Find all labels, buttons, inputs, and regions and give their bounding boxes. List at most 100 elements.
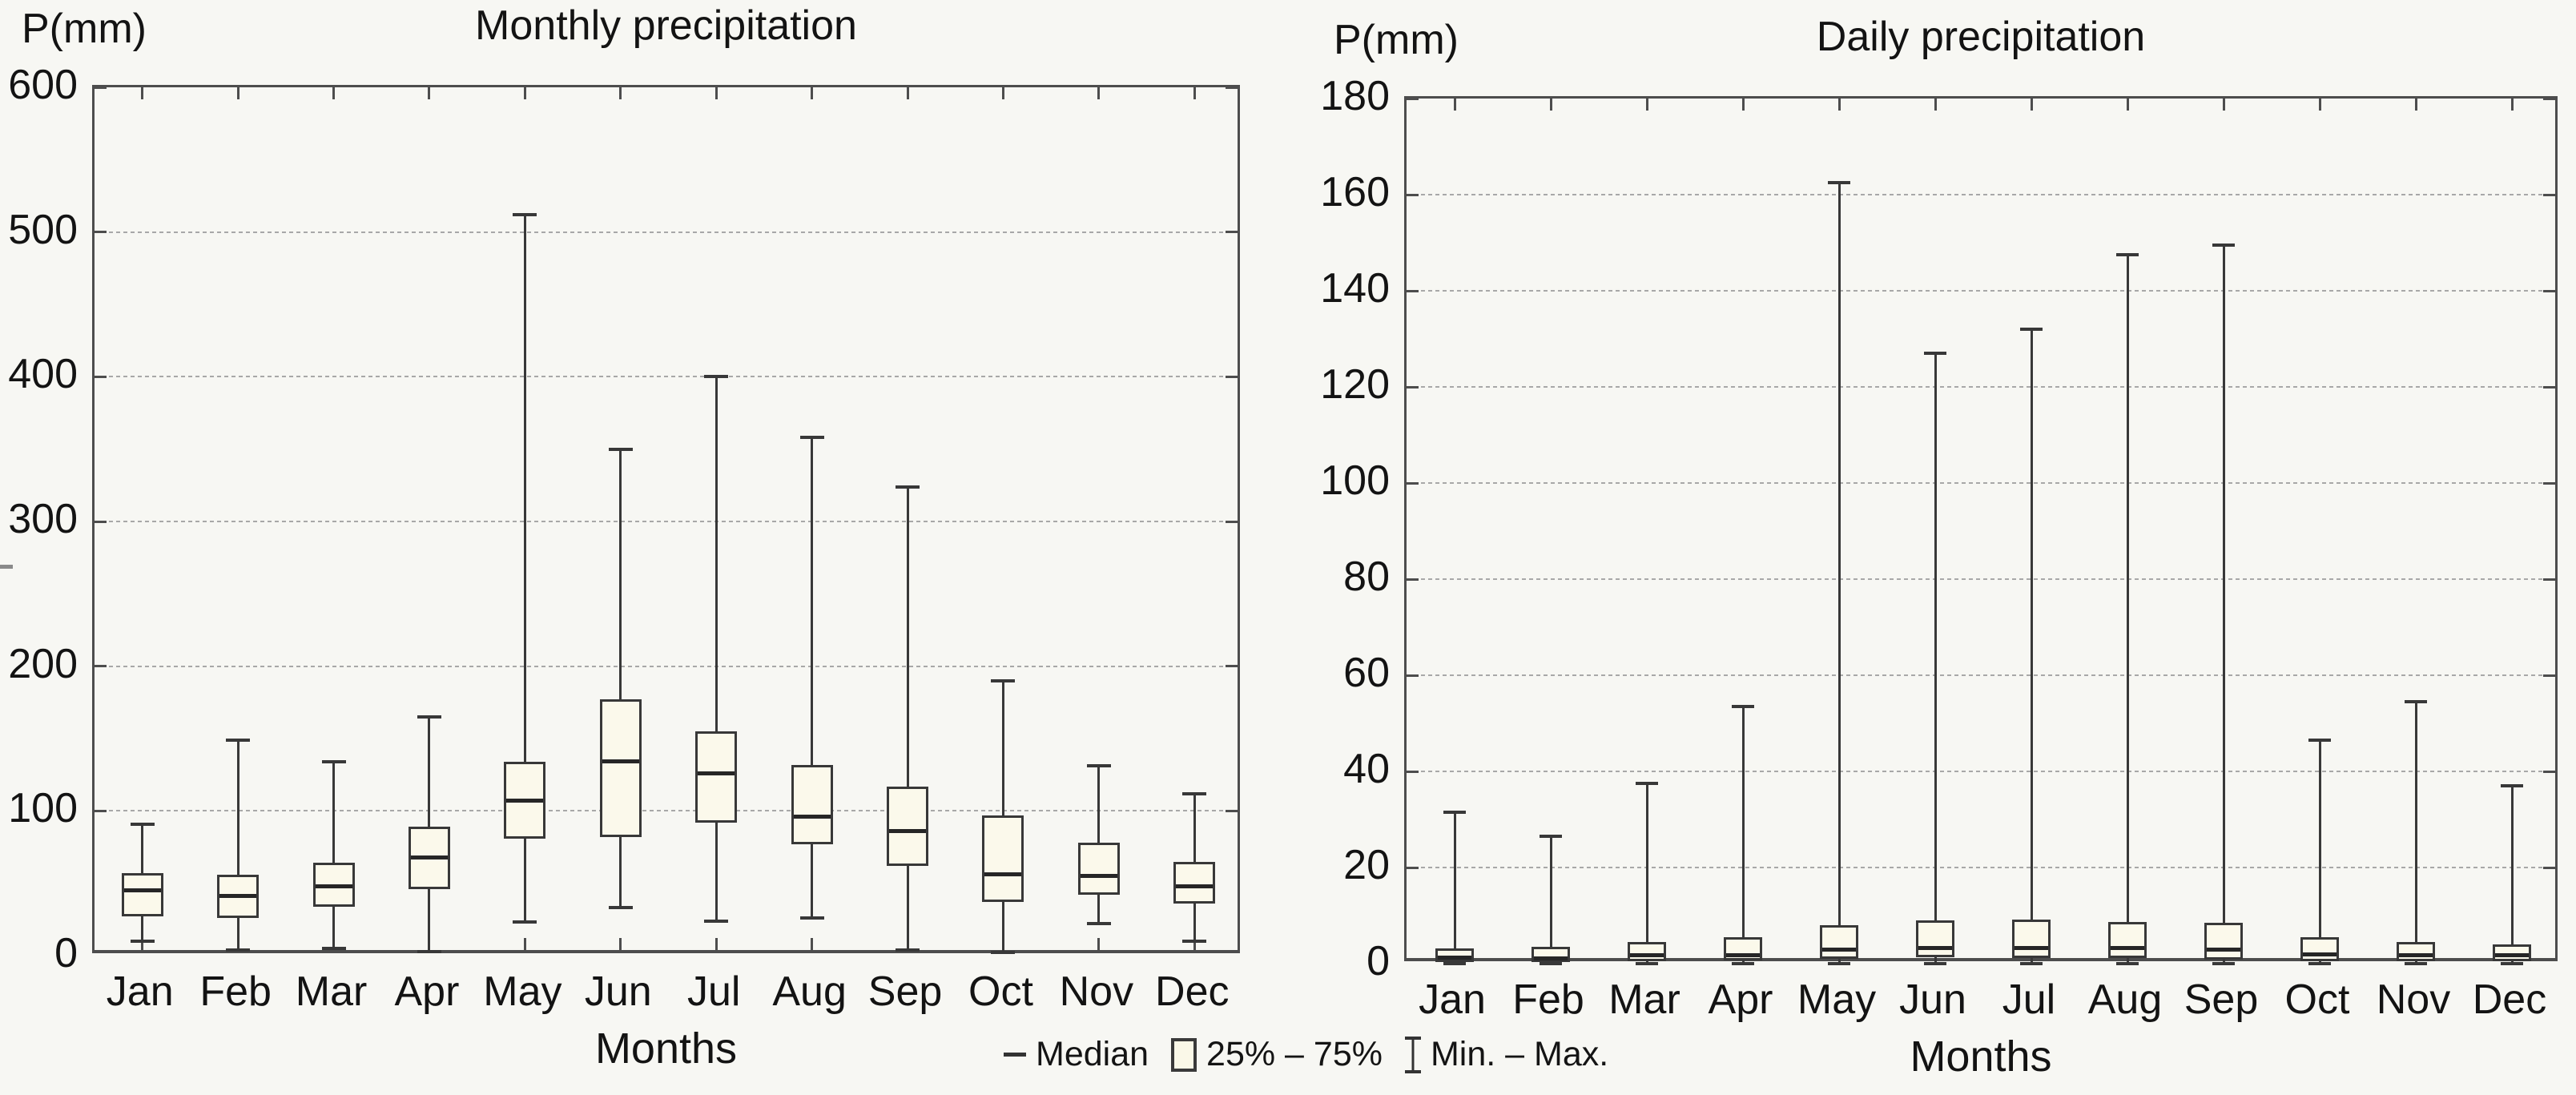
min-cap bbox=[2116, 962, 2139, 965]
upper-whisker bbox=[906, 486, 909, 787]
upper-whisker bbox=[1097, 766, 1101, 843]
y-tick-right bbox=[2543, 481, 2555, 485]
upper-whisker bbox=[2126, 255, 2129, 923]
boxplot-feb bbox=[95, 87, 1238, 952]
min-cap bbox=[896, 948, 920, 952]
boxplot-oct bbox=[1407, 99, 2555, 965]
y-tick-label: 300 bbox=[8, 496, 78, 542]
gridline-500 bbox=[95, 231, 1238, 233]
y-tick-label: 80 bbox=[1343, 554, 1390, 600]
x-tick-bottom bbox=[811, 938, 814, 950]
boxplot-sep bbox=[95, 87, 1238, 952]
min-max-whisker-icon bbox=[1404, 1036, 1421, 1073]
x-tick-bottom bbox=[1193, 938, 1196, 950]
left-margin-artifact bbox=[0, 565, 13, 569]
upper-whisker bbox=[1934, 353, 1937, 920]
y-tick-label: 0 bbox=[54, 930, 78, 976]
max-cap bbox=[1732, 705, 1754, 708]
x-tick-top bbox=[1193, 87, 1196, 99]
y-tick-label: 600 bbox=[8, 62, 78, 108]
y-tick-label: 140 bbox=[1320, 265, 1390, 312]
y-tick-label: 200 bbox=[8, 640, 78, 687]
x-tick-top bbox=[2222, 99, 2225, 111]
lower-whisker bbox=[332, 906, 336, 948]
lower-whisker bbox=[523, 838, 526, 923]
x-tick-label: Jul bbox=[2002, 976, 2056, 1023]
lower-whisker bbox=[811, 843, 814, 918]
y-tick-label: 500 bbox=[8, 206, 78, 253]
y-tick-right bbox=[1226, 665, 1238, 668]
iqr-box bbox=[791, 764, 833, 844]
min-cap bbox=[704, 919, 729, 923]
lower-whisker bbox=[1934, 957, 1937, 964]
legend: Median 25% – 75% Min. – Max. bbox=[1004, 1035, 1620, 1074]
y-tick-label: 400 bbox=[8, 351, 78, 398]
upper-whisker bbox=[2510, 786, 2514, 944]
boxplot-sep bbox=[1407, 99, 2555, 965]
lower-whisker bbox=[2126, 958, 2129, 964]
min-cap bbox=[130, 939, 155, 943]
upper-whisker bbox=[1453, 812, 1456, 948]
median-line bbox=[506, 799, 544, 803]
min-cap bbox=[991, 951, 1016, 955]
x-tick-bottom bbox=[523, 938, 526, 950]
min-cap bbox=[2501, 962, 2523, 965]
median-line bbox=[889, 829, 927, 834]
x-tick-top bbox=[2318, 99, 2321, 111]
y-tick-left bbox=[95, 86, 107, 89]
y-tick-left bbox=[1407, 578, 1419, 581]
iqr-box bbox=[2108, 922, 2147, 959]
lower-whisker bbox=[428, 888, 431, 952]
min-cap bbox=[1924, 962, 1946, 965]
y-tick-right bbox=[1226, 809, 1238, 812]
y-tick-label: 20 bbox=[1343, 842, 1390, 888]
max-cap bbox=[226, 738, 251, 742]
max-cap bbox=[1086, 764, 1111, 768]
gridline-400 bbox=[95, 376, 1238, 378]
iqr-box bbox=[599, 699, 642, 837]
iqr-box bbox=[1077, 843, 1120, 896]
y-tick-left bbox=[1407, 866, 1419, 869]
x-tick-label: May bbox=[1797, 976, 1877, 1023]
gridline-200 bbox=[95, 665, 1238, 667]
x-tick-top bbox=[1837, 99, 1841, 111]
x-tick-label: Feb bbox=[1512, 976, 1584, 1023]
max-cap bbox=[2405, 700, 2427, 703]
x-tick-label: Dec bbox=[1155, 968, 1230, 1015]
boxplot-jul bbox=[1407, 99, 2555, 965]
upper-whisker bbox=[811, 437, 814, 765]
min-cap bbox=[2308, 962, 2331, 965]
min-cap bbox=[1443, 962, 1466, 965]
min-cap bbox=[1540, 962, 1562, 965]
x-tick-label: Oct bbox=[968, 968, 1033, 1015]
upper-whisker bbox=[2318, 740, 2321, 937]
max-cap bbox=[2501, 784, 2523, 787]
boxplot-feb bbox=[1407, 99, 2555, 965]
iqr-box bbox=[2300, 937, 2339, 961]
y-tick-left bbox=[1407, 193, 1419, 196]
x-tick-label: Jan bbox=[106, 968, 174, 1015]
median-line bbox=[1080, 874, 1117, 879]
x-axis-title: Months bbox=[1910, 1033, 2052, 1081]
min-cap bbox=[2212, 962, 2235, 965]
min-cap bbox=[1086, 922, 1111, 926]
y-tick-right bbox=[2543, 385, 2555, 388]
upper-whisker bbox=[619, 449, 622, 700]
min-cap bbox=[1182, 939, 1207, 943]
iqr-box bbox=[121, 873, 163, 917]
x-tick-top bbox=[428, 87, 431, 99]
y-axis-title: P(mm) bbox=[1334, 17, 1459, 63]
min-cap bbox=[1732, 962, 1754, 965]
median-line bbox=[602, 759, 639, 764]
upper-whisker bbox=[332, 761, 336, 864]
upper-whisker bbox=[2222, 245, 2225, 923]
gridline-300 bbox=[95, 521, 1238, 522]
max-cap bbox=[2116, 253, 2139, 256]
y-tick-right bbox=[1226, 86, 1238, 89]
median-line bbox=[2111, 946, 2144, 951]
upper-whisker bbox=[1193, 793, 1196, 862]
min-cap bbox=[2405, 962, 2427, 965]
x-tick-label: Jul bbox=[686, 968, 741, 1015]
x-tick-top bbox=[2510, 99, 2514, 111]
boxplot-may bbox=[1407, 99, 2555, 965]
